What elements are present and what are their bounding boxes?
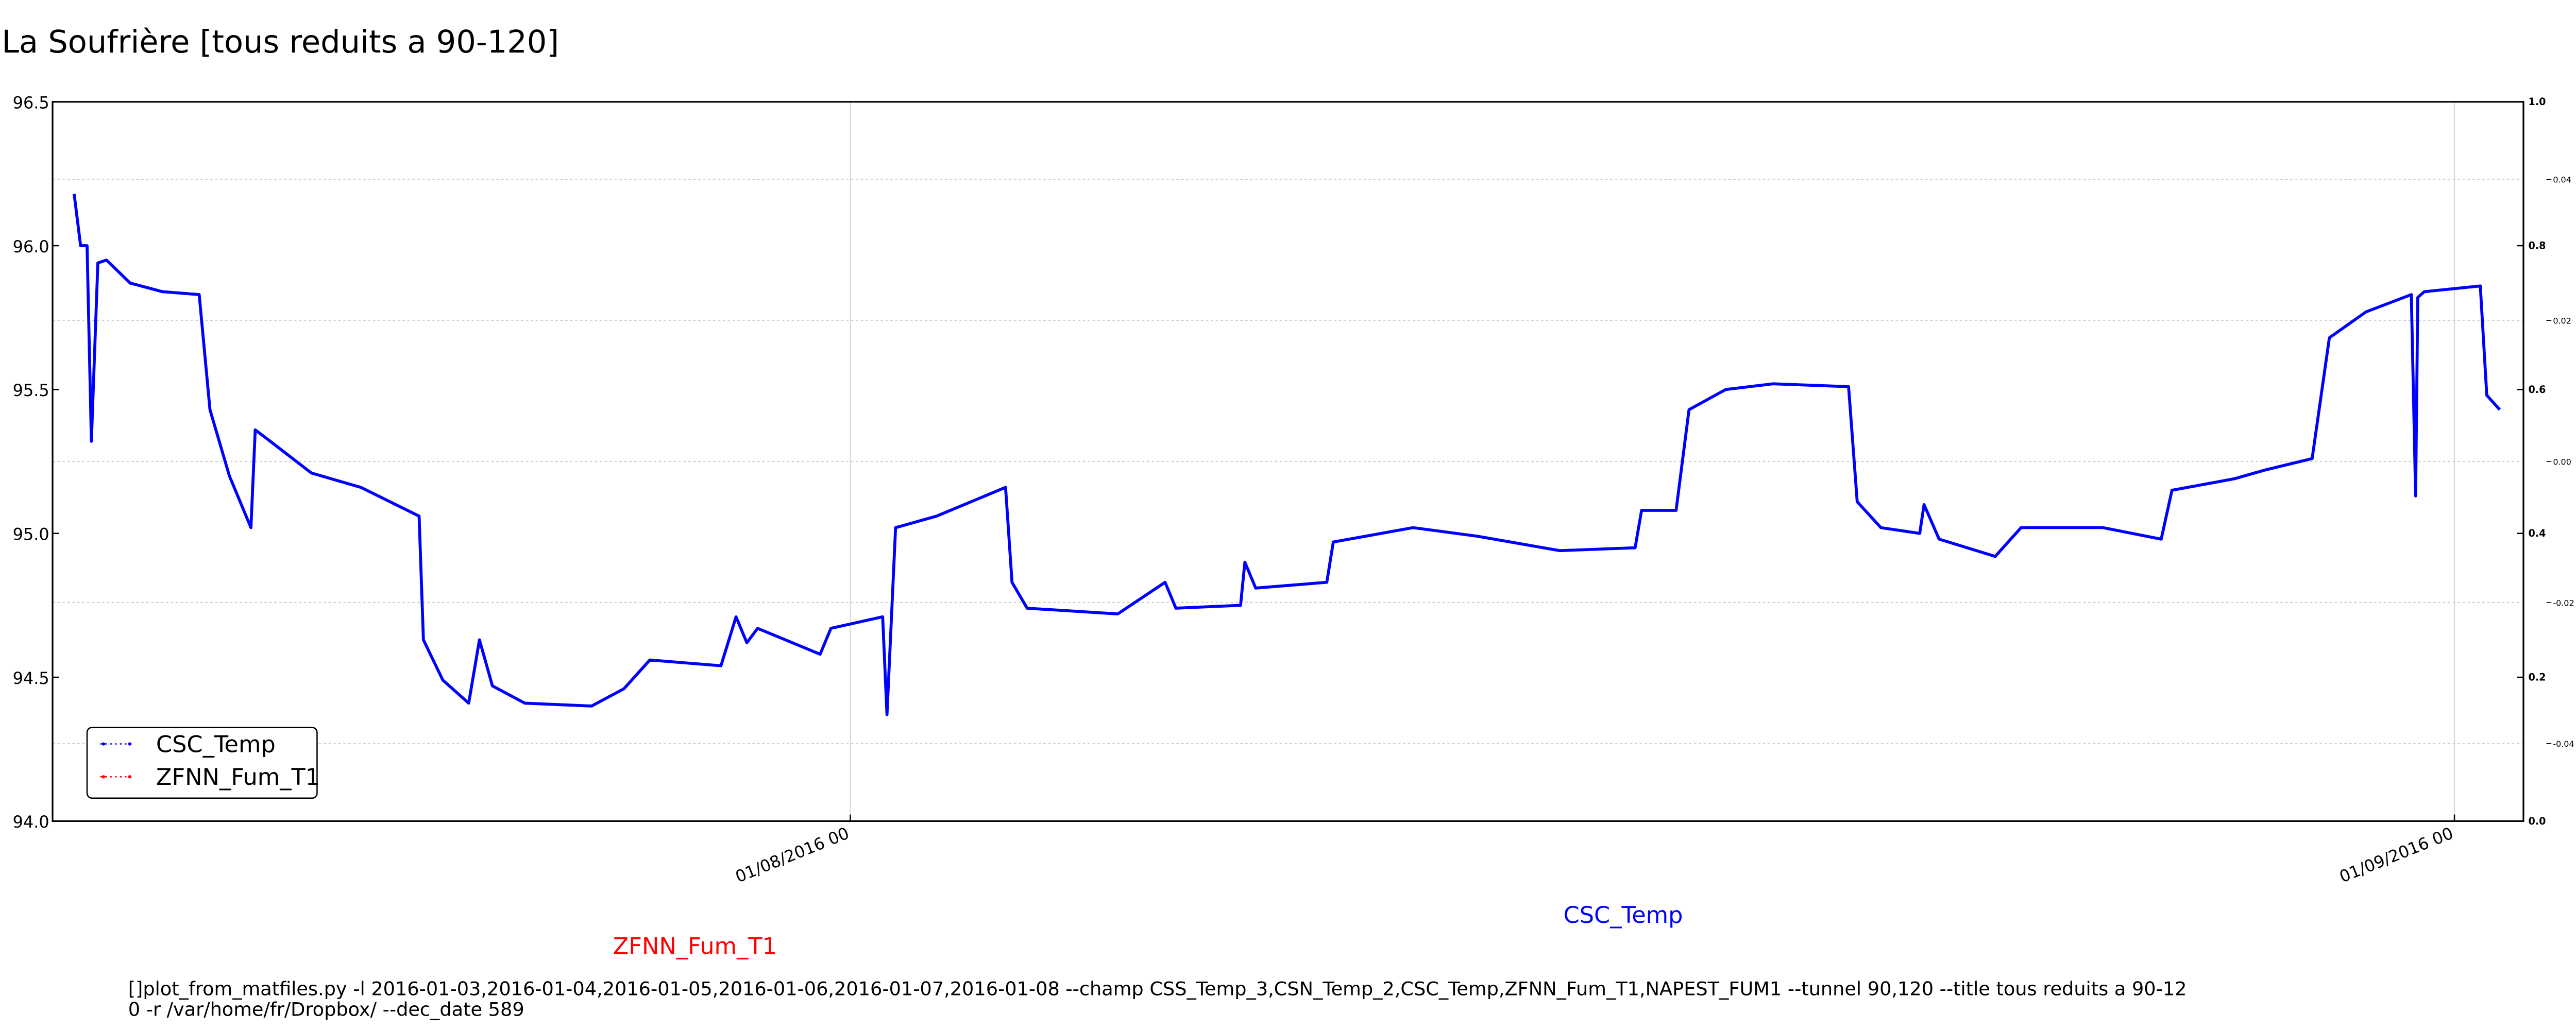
- legend-label: CSC_Temp: [156, 731, 276, 758]
- legend-label: ZFNN_Fum_T1: [156, 764, 320, 791]
- y3-tick-label: 0.02: [2553, 316, 2571, 326]
- y2-tick-label: 0.8: [2529, 239, 2546, 251]
- legend-marker: [101, 742, 106, 746]
- series-label: ZFNN_Fum_T1: [613, 933, 777, 960]
- y-tick-label: 96.0: [13, 237, 49, 256]
- y3-tick-label: 0.00: [2553, 457, 2571, 467]
- plot-frame: [52, 101, 2524, 822]
- x-tick-label: 01/08/2016 00: [733, 823, 852, 886]
- legend-box: [86, 727, 318, 799]
- y-tick-label: 94.5: [13, 668, 49, 688]
- y3-tick-label: -0.04: [2553, 739, 2574, 749]
- y-tick-label: 96.5: [13, 93, 49, 112]
- y-tick-label: 95.5: [13, 381, 49, 400]
- y2-tick-label: 0.0: [2529, 815, 2546, 827]
- y2-tick-label: 1.0: [2529, 96, 2546, 108]
- y2-tick-label: 0.2: [2529, 671, 2546, 683]
- y3-tick-label: -0.02: [2553, 598, 2574, 608]
- legend-marker: [101, 775, 106, 779]
- series-line: [73, 194, 2501, 716]
- x-tick-label: 01/09/2016 00: [2336, 823, 2456, 886]
- y3-tick-label: 0.04: [2553, 175, 2571, 185]
- y2-tick-label: 0.6: [2529, 384, 2546, 396]
- chart-title: La Soufrière [tous reduits a 90-120]: [2, 24, 559, 60]
- command-line: []plot_from_matfiles.py -l 2016-01-03,20…: [128, 977, 2187, 1000]
- series-label: CSC_Temp: [1564, 902, 1683, 929]
- legend-marker: [128, 742, 132, 746]
- y2-tick-label: 0.4: [2529, 527, 2546, 539]
- y-tick-label: 94.0: [13, 812, 49, 832]
- command-line: 0 -r /var/home/fr/Dropbox/ --dec_date 58…: [128, 998, 524, 1020]
- y-tick-label: 95.0: [13, 524, 49, 544]
- legend-marker: [128, 775, 132, 779]
